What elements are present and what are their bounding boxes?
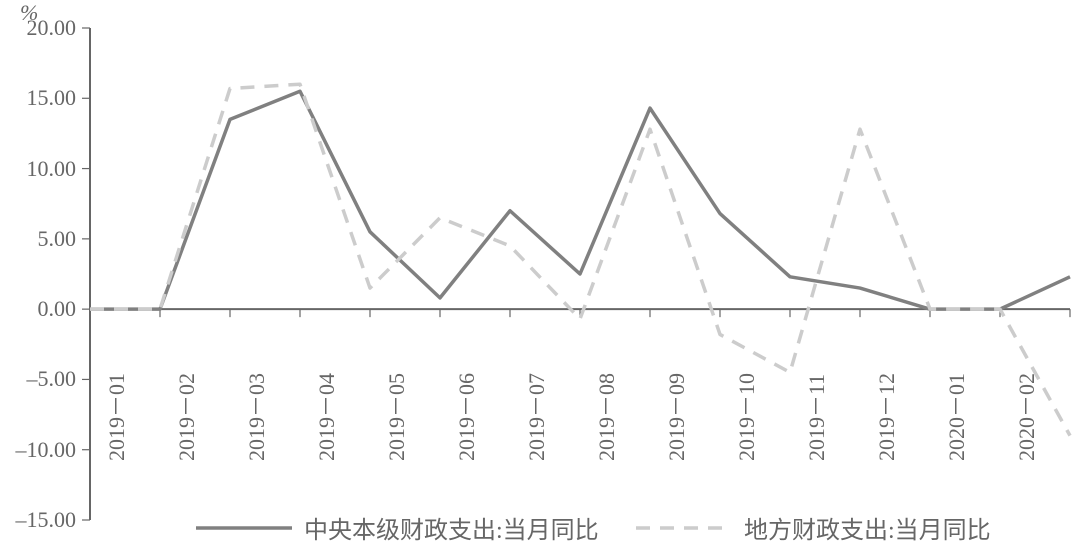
x-tick-label: 2019－11 — [799, 374, 831, 461]
legend-item-central: 中央本级财政支出:当月同比 — [196, 510, 599, 545]
y-tick-label: 5.00 — [0, 226, 76, 252]
y-tick-label: 20.00 — [0, 15, 76, 41]
x-tick-label: 2019－06 — [449, 373, 481, 461]
x-tick-label: 2019－08 — [589, 373, 621, 461]
x-tick-label: 2019－02 — [169, 373, 201, 461]
x-tick-label: 2019－07 — [519, 373, 551, 461]
legend-label-local: 地方财政支出:当月同比 — [744, 510, 991, 545]
legend-item-local: 地方财政支出:当月同比 — [636, 510, 991, 545]
legend-label-central: 中央本级财政支出:当月同比 — [304, 510, 599, 545]
y-tick-label: 0.00 — [0, 296, 76, 322]
x-tick-label: 2019－09 — [659, 373, 691, 461]
fiscal-expenditure-chart — [0, 0, 1080, 544]
x-tick-label: 2019－12 — [869, 373, 901, 461]
y-tick-label: 10.00 — [0, 156, 76, 182]
x-tick-label: 2019－01 — [99, 373, 131, 461]
y-tick-label: –10.00 — [0, 437, 76, 463]
y-tick-label: 15.00 — [0, 85, 76, 111]
x-tick-label: 2019－10 — [729, 373, 761, 461]
y-tick-label: –5.00 — [0, 366, 76, 392]
x-tick-label: 2020－01 — [939, 373, 971, 461]
y-tick-label: –15.00 — [0, 507, 76, 533]
legend-swatch-local — [636, 518, 732, 538]
x-tick-label: 2019－04 — [309, 373, 341, 461]
x-tick-label: 2019－03 — [239, 373, 271, 461]
x-tick-label: 2019－05 — [379, 373, 411, 461]
x-tick-label: 2020－02 — [1009, 373, 1041, 461]
legend-swatch-central — [196, 518, 292, 538]
